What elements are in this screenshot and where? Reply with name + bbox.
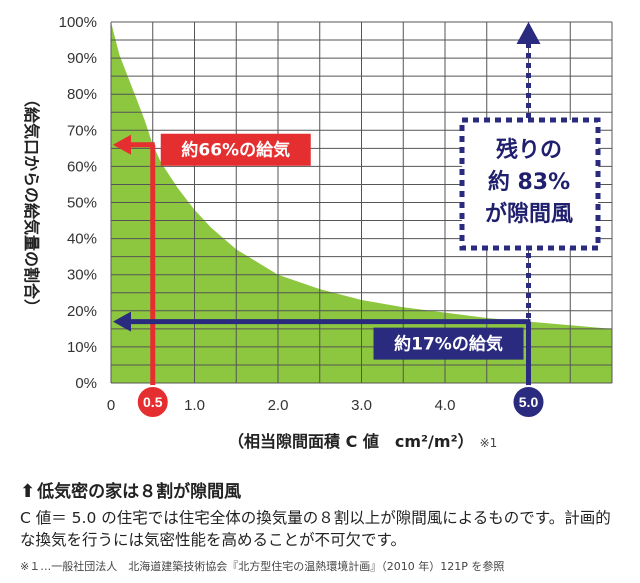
callout-box xyxy=(160,133,311,166)
y-tick-label: 90% xyxy=(67,50,97,67)
up-arrow-head-icon xyxy=(516,22,541,44)
x-axis-label: （相当隙間面積 C 値 cm²/m²） ※1 xyxy=(228,432,498,451)
footnote: ※１…一般社団法人 北海道建築技術協会『北方型住宅の温熱環境計画』（2010 年… xyxy=(20,560,505,573)
y-tick-label: 10% xyxy=(67,339,97,356)
residual-text-line: 残りの xyxy=(496,137,562,163)
callout-text: 約17%の給気 xyxy=(394,334,503,355)
left-arrow-icon xyxy=(113,311,131,332)
x-tick-label: 1.0 xyxy=(184,397,205,414)
y-tick-label: 0% xyxy=(75,375,97,392)
y-tick-label: 50% xyxy=(67,195,97,212)
callout-box xyxy=(373,327,524,360)
x-marker-circle xyxy=(511,385,546,419)
x-tick-label: 0 xyxy=(107,397,115,414)
chart: 0% 10% 20% 30% 40% 50% 60% 70% 80% 90% 100% 0 1.0 2.0… xyxy=(22,14,613,419)
x-marker-circle xyxy=(135,385,170,419)
up-arrow-icon: ⬆ xyxy=(20,481,36,502)
x-tick-label: 2.0 xyxy=(268,397,289,414)
x-tick-label: 3.0 xyxy=(351,397,372,414)
caption-title: ⬆ 低気密の家は８割が隙間風 xyxy=(20,481,242,502)
x-tick-label: 4.0 xyxy=(435,397,456,414)
y-axis-label: （給気口からの給気量の割合） xyxy=(22,91,41,315)
y-tick-label: 30% xyxy=(67,267,97,284)
y-tick-label: 70% xyxy=(67,122,97,139)
marker-group-0-5: 約66%の給気 0.5 xyxy=(113,133,311,419)
x-marker-label: 0.5 xyxy=(143,394,163,410)
caption-body: C 値＝ 5.0 の住宅では住宅全体の換気量の８割以上が隙間風によるものです。計… xyxy=(20,509,611,549)
y-tick-label: 40% xyxy=(67,231,97,248)
y-tick-label: 20% xyxy=(67,303,97,320)
residual-text-line: が隙間風 xyxy=(485,201,573,227)
y-tick-label: 100% xyxy=(59,14,97,31)
left-arrow-icon xyxy=(113,134,131,155)
x-marker-label: 5.0 xyxy=(519,394,539,410)
y-tick-label: 80% xyxy=(67,86,97,103)
y-tick-label: 60% xyxy=(67,158,97,175)
residual-box xyxy=(459,117,601,251)
callout-text: 約66%の給気 xyxy=(181,140,290,161)
marker-group-5-0: 約17%の給気 5.0 xyxy=(113,311,546,419)
residual-text-line: 約 83% xyxy=(488,169,570,195)
